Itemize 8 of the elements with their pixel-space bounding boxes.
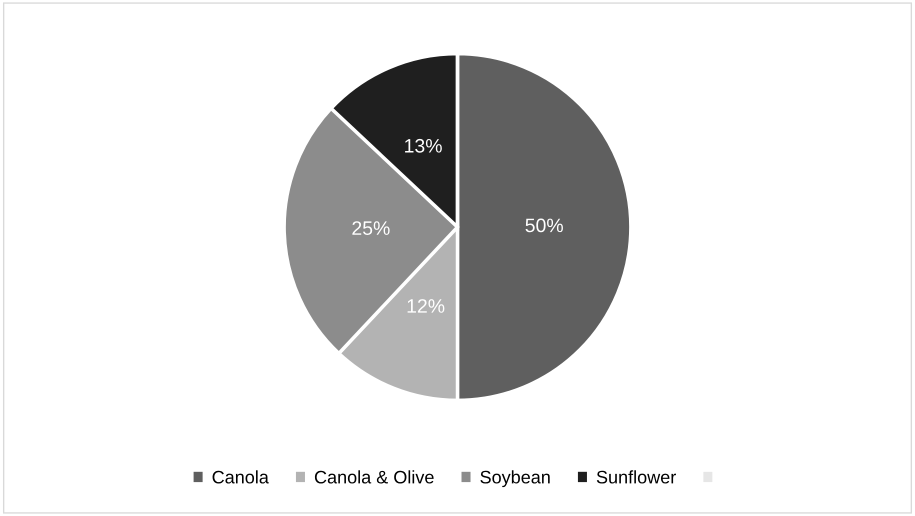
data-label: 12%	[408, 299, 444, 313]
legend-label: Soybean	[480, 470, 550, 488]
legend-label: Canola	[212, 470, 269, 484]
data-label: 13%	[405, 138, 442, 153]
data-label: 50%	[526, 218, 563, 232]
legend-label: Sunflower	[596, 470, 676, 484]
data-label: 25%	[352, 221, 390, 235]
legend-label: Canola & Olive	[314, 470, 434, 484]
